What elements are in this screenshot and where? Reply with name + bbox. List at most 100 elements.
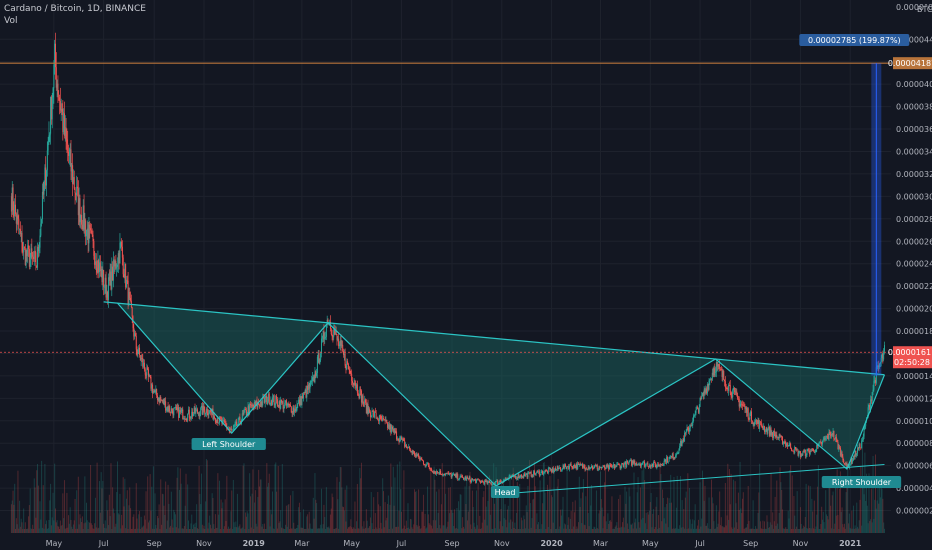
volume-bar <box>484 478 486 533</box>
volume-bar <box>600 471 602 533</box>
candle-body <box>107 291 109 301</box>
candle-body <box>538 471 540 473</box>
volume-bar <box>733 527 735 533</box>
candle-body <box>180 411 182 413</box>
candle-body <box>619 464 621 469</box>
volume-bar <box>680 527 682 533</box>
volume-bar <box>874 454 876 533</box>
candle-body <box>192 411 194 417</box>
volume-bar <box>157 518 159 533</box>
volume-bar <box>655 506 657 533</box>
volume-bar <box>849 527 851 533</box>
volume-bar <box>547 527 549 533</box>
candle-body <box>198 412 200 417</box>
candle-body <box>27 245 29 257</box>
volume-bar <box>304 528 306 533</box>
candle-body <box>141 358 143 360</box>
candle-body <box>325 325 327 337</box>
volume-bar <box>833 528 835 533</box>
volume-bar <box>780 482 782 533</box>
candle-body <box>821 440 823 445</box>
volume-bar <box>597 529 599 533</box>
candle-body <box>165 408 167 411</box>
candle-body <box>640 463 642 467</box>
candle-body <box>94 255 96 265</box>
candle-body <box>265 395 267 399</box>
candle-body <box>347 364 349 370</box>
volume-bar <box>744 528 746 533</box>
volume-bar <box>798 528 800 533</box>
volume-bar <box>233 522 235 533</box>
candle-body <box>686 427 688 432</box>
volume-bar <box>804 527 806 533</box>
candle-body <box>151 384 153 389</box>
volume-bar <box>124 478 126 533</box>
candle-body <box>659 465 661 466</box>
candle-body <box>391 426 393 433</box>
candle-body <box>276 399 278 406</box>
candle-body <box>762 427 764 430</box>
candle-body <box>436 471 438 473</box>
volume-bar <box>457 528 459 533</box>
price-axis[interactable]: 0.000002000.000004000.000006000.00000800… <box>891 0 932 550</box>
candle-body <box>517 474 519 479</box>
volume-bar <box>19 526 21 533</box>
price-tick-label: 0.00000800 <box>896 439 932 448</box>
candle-body <box>876 365 878 368</box>
volume-bar <box>857 528 859 533</box>
candle-body <box>455 473 457 478</box>
candle-body <box>77 188 79 216</box>
volume-bar <box>503 518 505 533</box>
candle-body <box>599 467 601 468</box>
volume-bar <box>826 514 828 533</box>
volume-bar <box>185 473 187 533</box>
candle-body <box>748 418 750 420</box>
candle-body <box>670 456 672 458</box>
candle-body <box>524 474 526 477</box>
neckline <box>103 301 885 376</box>
candle-body <box>562 465 564 470</box>
volume-bar <box>446 526 448 533</box>
volume-bar <box>280 510 282 533</box>
volume-bar <box>139 511 141 533</box>
candle-body <box>394 430 396 433</box>
volume-bar <box>121 514 123 533</box>
volume-bar <box>409 518 411 533</box>
candle-body <box>640 464 642 467</box>
volume-bar <box>671 502 673 533</box>
time-tick-label: Jul <box>694 539 705 548</box>
volume-bar <box>64 528 66 533</box>
volume-bar <box>835 515 837 533</box>
volume-bar <box>451 509 453 533</box>
candle-body <box>766 427 768 434</box>
candle-body <box>360 390 362 403</box>
price-tick-label: 0.00001800 <box>896 327 932 336</box>
volume-bar <box>192 529 194 533</box>
volume-bar <box>30 528 32 533</box>
candle-body <box>32 254 34 257</box>
volume-bar <box>193 523 195 533</box>
candle-body <box>879 363 881 368</box>
candle-body <box>144 369 146 375</box>
time-axis[interactable]: May Jul Sep Nov 2019 Mar May Jul Sep Nov 2020 Mar Ma… <box>46 539 862 548</box>
candle-body <box>112 266 114 281</box>
volume-bar <box>125 528 127 533</box>
candle-body <box>595 465 597 467</box>
volume-bar <box>256 526 258 533</box>
candle-body <box>726 387 728 389</box>
candle-body <box>433 471 435 474</box>
candle-body <box>114 261 116 267</box>
volume-bar <box>467 520 469 533</box>
candle-body <box>571 466 573 468</box>
volume-bar <box>422 494 424 533</box>
overlay-lines[interactable] <box>0 62 891 495</box>
candle-body <box>589 468 591 470</box>
volume-bar <box>644 523 646 533</box>
candle-body <box>804 449 806 453</box>
candle-body <box>61 108 63 112</box>
volume-bar <box>467 511 469 533</box>
candle-body <box>489 481 491 483</box>
volume-bar <box>342 506 344 533</box>
pattern-drawing[interactable] <box>117 303 885 486</box>
